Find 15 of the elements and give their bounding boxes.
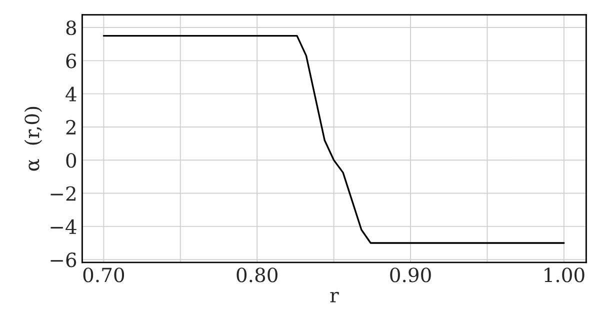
y-tick-label: −2 — [50, 186, 76, 201]
y-tick-label: −6 — [50, 252, 76, 268]
x-tick-label: 1.00 — [544, 268, 584, 282]
y-tick-label: 8 — [66, 20, 76, 36]
y-tick-label: 0 — [66, 153, 76, 168]
x-tick-label: 0.80 — [236, 268, 278, 282]
x-tick-label: 0.70 — [83, 268, 124, 282]
x-axis-title: r — [330, 292, 339, 302]
y-axis-title: α (r,0) — [24, 106, 42, 171]
y-tick-label: −4 — [50, 219, 76, 234]
x-tick-label: 0.90 — [390, 268, 431, 282]
y-tick-label: 4 — [66, 86, 76, 102]
y-tick-label: 2 — [66, 120, 76, 134]
line-series — [102, 34, 565, 244]
y-tick-label: 6 — [66, 54, 76, 68]
